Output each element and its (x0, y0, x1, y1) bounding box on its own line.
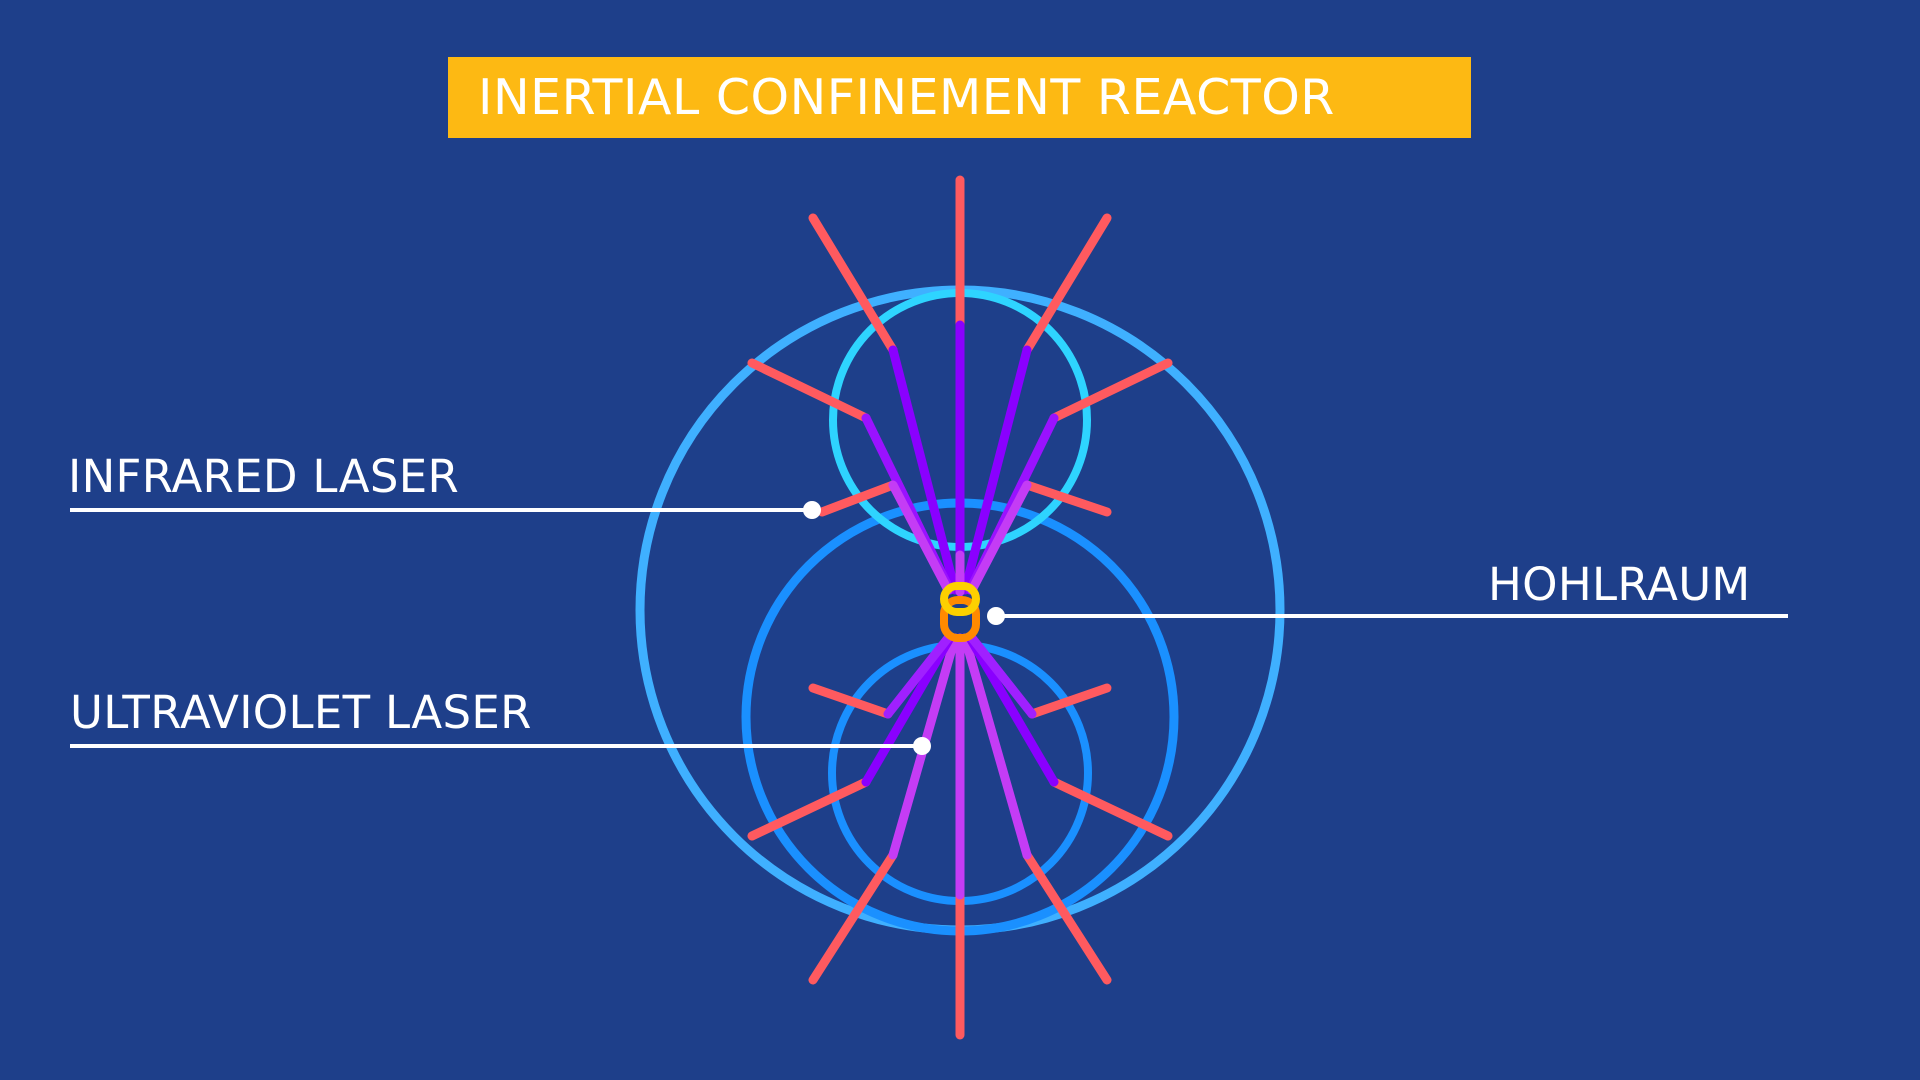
infrared-beam (747, 358, 871, 423)
infrared-beam (1027, 683, 1112, 719)
infrared-beam (817, 480, 898, 517)
diagram-title: INERTIAL CONFINEMENT REACTOR (478, 69, 1335, 126)
infrared-beam (1022, 850, 1112, 985)
ultraviolet-laser-label: ULTRAVIOLET LASER (70, 686, 532, 739)
title-banner: INERTIAL CONFINEMENT REACTOR (448, 57, 1471, 138)
hohlraum-callout-dot (987, 607, 1005, 625)
ultraviolet-beam (883, 633, 953, 719)
ultraviolet-beam (965, 633, 1059, 787)
ultraviolet-beam (967, 633, 1037, 719)
hohlraum-target (940, 582, 980, 642)
infrared-laser-label: INFRARED LASER (68, 450, 460, 503)
hohlraum-upper-shell (940, 582, 980, 616)
ultraviolet-beams (861, 320, 1059, 900)
callouts (70, 501, 1788, 755)
infrared-beams (747, 175, 1173, 1040)
ultraviolet-callout-dot (913, 737, 931, 755)
ultraviolet-beam (861, 633, 955, 787)
infrared-beam (808, 683, 893, 719)
infrared-callout-dot (803, 501, 821, 519)
ultraviolet-beam (960, 633, 1032, 860)
infrared-beam (808, 850, 898, 985)
ultraviolet-beam (967, 480, 1032, 595)
ultraviolet-beam (888, 480, 953, 595)
infrared-beam (1049, 358, 1173, 423)
infrared-beam (1022, 213, 1112, 355)
infrared-beam (1049, 777, 1173, 841)
infrared-beam (1022, 480, 1112, 517)
hohlraum-lower-shell (940, 596, 980, 642)
hohlraum-label: HOHLRAUM (1488, 558, 1751, 611)
infrared-beam (747, 777, 871, 841)
infrared-beam (808, 213, 898, 355)
ultraviolet-beam (888, 345, 960, 595)
ultraviolet-beam (960, 345, 1032, 595)
